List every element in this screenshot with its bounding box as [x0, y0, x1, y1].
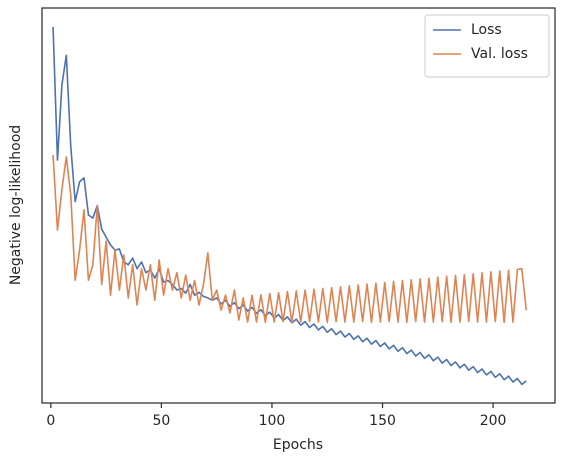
plot-frame — [41, 7, 556, 404]
line-series — [52, 26, 527, 386]
x-tick-label: 50 — [152, 413, 170, 429]
x-axis-label: Epochs — [273, 437, 323, 453]
y-axis-label: Negative log-likelihood — [8, 125, 24, 285]
x-tick-label: 100 — [259, 413, 286, 429]
x-tick-label: 200 — [480, 413, 507, 429]
x-tick-label: 150 — [369, 413, 396, 429]
line-series — [52, 154, 528, 324]
legend-label: Val. loss — [471, 46, 528, 62]
legend-label: Loss — [471, 22, 502, 38]
x-tick-label: 0 — [46, 413, 55, 429]
